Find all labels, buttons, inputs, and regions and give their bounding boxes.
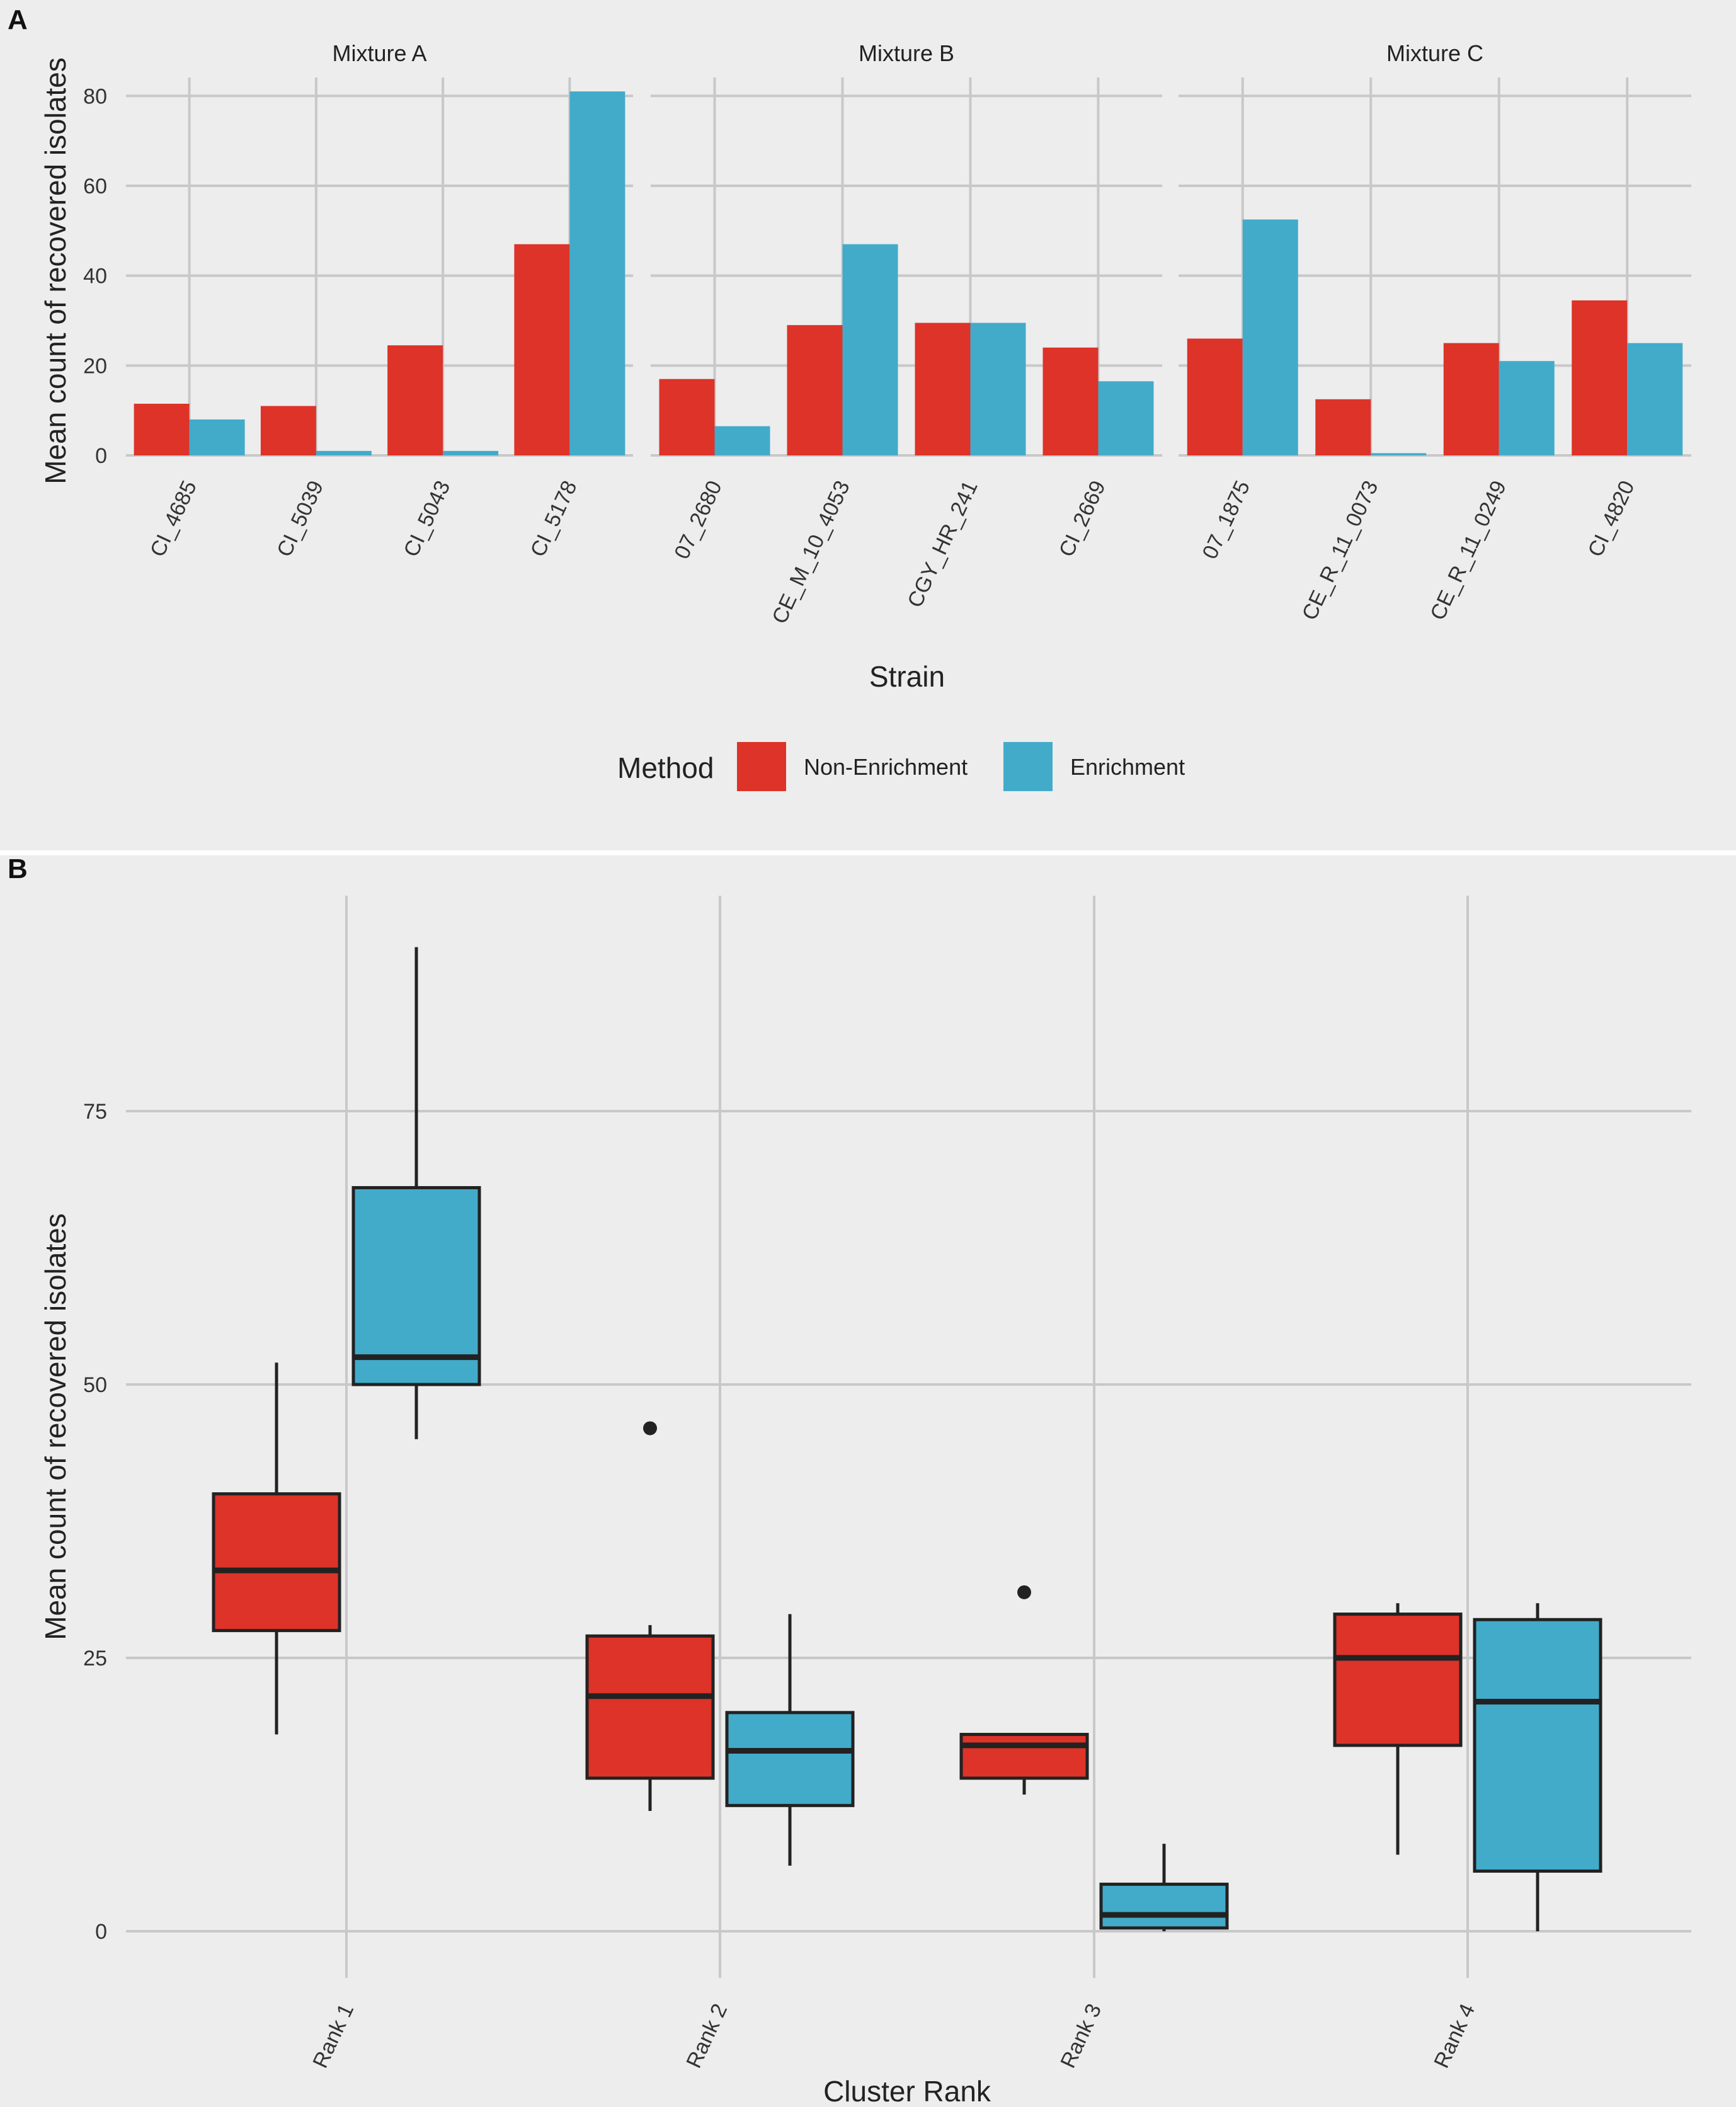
bar-non-enrichment-ci-5178 [514,244,570,455]
panel-a-x-axis-title: Strain [869,660,945,693]
bar-enrichment-ci-5039 [316,450,372,455]
bar-enrichment-ci-4685 [189,419,245,455]
panel-b-letter: B [8,854,28,884]
legend-swatch-non-enrichment [737,742,786,791]
box-non-enrichment-rank-3 [959,1585,1089,1795]
legend-label-enrichment: Enrichment [1070,754,1185,780]
box-non-enrichment-rank-1 [212,1362,341,1735]
panel-a-y-tick-label: 80 [83,84,107,108]
bar-non-enrichment-ce-r-11-0073 [1315,399,1371,455]
facet-title: Mixture A [332,40,426,66]
interquartile-box [959,1733,1089,1780]
interquartile-box [1099,1882,1229,1930]
box-enrichment-rank-4 [1473,1603,1602,1931]
facet-title: Mixture B [859,40,954,66]
panel-b-y-tick-label: 25 [83,1647,107,1670]
panel-a-y-tick-label: 60 [83,174,107,198]
panel-b-y-axis-title: Mean count of recovered isolates [39,1213,72,1640]
bar-non-enrichment-ce-r-11-0249 [1443,343,1499,455]
interquartile-box [585,1634,715,1780]
panel-b-x-axis-title: Cluster Rank [823,2075,991,2107]
bar-non-enrichment-ci-4685 [134,403,190,455]
bar-enrichment-ci-4820 [1627,343,1683,455]
interquartile-box [212,1492,341,1633]
bar-non-enrichment-cgy-hr-241 [915,323,971,455]
bar-non-enrichment-07-1875 [1187,338,1243,455]
bar-non-enrichment-07-2680 [659,379,715,455]
box-enrichment-rank-1 [351,947,481,1439]
bar-enrichment-ce-m-10-4053 [842,244,898,455]
bar-enrichment-ce-r-11-0249 [1499,361,1555,455]
legend-swatch-enrichment [1003,742,1053,791]
bar-enrichment-07-1875 [1242,219,1298,455]
box-non-enrichment-rank-2 [585,1421,715,1812]
outlier-point [1017,1585,1031,1599]
box-non-enrichment-rank-4 [1333,1603,1463,1855]
bar-enrichment-cgy-hr-241 [970,323,1026,455]
bar-enrichment-07-2680 [714,426,770,455]
bar-enrichment-ce-r-11-0073 [1371,453,1427,455]
interquartile-box [351,1186,481,1386]
bar-non-enrichment-ci-2669 [1042,347,1099,455]
bar-enrichment-ci-5178 [569,91,625,455]
bar-non-enrichment-ci-4820 [1572,300,1628,455]
panel-b-y-tick-label: 50 [83,1373,107,1397]
panel-a-y-tick-label: 20 [83,354,107,378]
panel-b-y-tick-label: 75 [83,1100,107,1124]
legend-title: Method [617,751,714,784]
panel-a-letter: A [8,4,28,35]
box-enrichment-rank-3 [1099,1844,1229,1931]
panel-b-background [0,855,1736,2107]
bar-non-enrichment-ci-5043 [387,345,443,455]
interquartile-box [1333,1613,1463,1747]
facet-title: Mixture C [1386,40,1483,66]
panel-b-y-tick-label: 0 [95,1920,107,1944]
legend: Method Non-Enrichment Enrichment [617,742,1185,791]
panel-a-y-axis-title: Mean count of recovered isolates [39,57,72,484]
panel-a-y-tick-label: 40 [83,265,107,288]
outlier-point [643,1421,657,1436]
panel-a-y-tick-label: 0 [95,444,107,468]
box-enrichment-rank-2 [725,1614,855,1866]
bar-non-enrichment-ci-5039 [260,406,316,455]
interquartile-box [725,1711,855,1807]
bar-non-enrichment-ce-m-10-4053 [787,325,843,455]
bar-enrichment-ci-5043 [443,450,499,455]
interquartile-box [1473,1618,1602,1873]
bar-enrichment-ci-2669 [1098,381,1154,455]
legend-label-non-enrichment: Non-Enrichment [804,754,968,780]
